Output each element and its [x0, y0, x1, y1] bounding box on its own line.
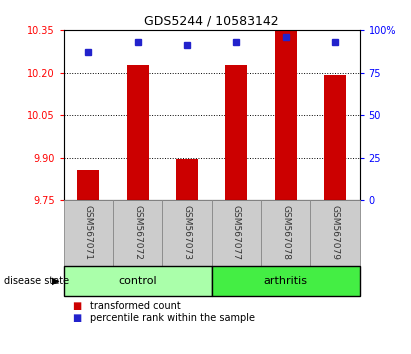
Text: disease state: disease state — [4, 275, 69, 286]
Text: ▶: ▶ — [52, 275, 60, 286]
Title: GDS5244 / 10583142: GDS5244 / 10583142 — [144, 15, 279, 28]
Text: ■: ■ — [72, 301, 81, 311]
Text: arthritis: arthritis — [263, 275, 308, 286]
Text: GSM567072: GSM567072 — [133, 205, 142, 260]
Bar — [225, 65, 247, 200]
Bar — [275, 31, 297, 200]
Text: GSM567079: GSM567079 — [330, 205, 339, 260]
Text: GSM567073: GSM567073 — [182, 205, 192, 260]
Text: GSM567071: GSM567071 — [84, 205, 93, 260]
Text: control: control — [118, 275, 157, 286]
Text: GSM567077: GSM567077 — [232, 205, 241, 260]
Text: percentile rank within the sample: percentile rank within the sample — [90, 313, 255, 323]
Text: GSM567078: GSM567078 — [281, 205, 290, 260]
Bar — [176, 159, 198, 200]
Bar — [127, 65, 149, 200]
Bar — [77, 170, 99, 200]
Text: ■: ■ — [72, 313, 81, 323]
Text: transformed count: transformed count — [90, 301, 181, 311]
Bar — [324, 75, 346, 200]
